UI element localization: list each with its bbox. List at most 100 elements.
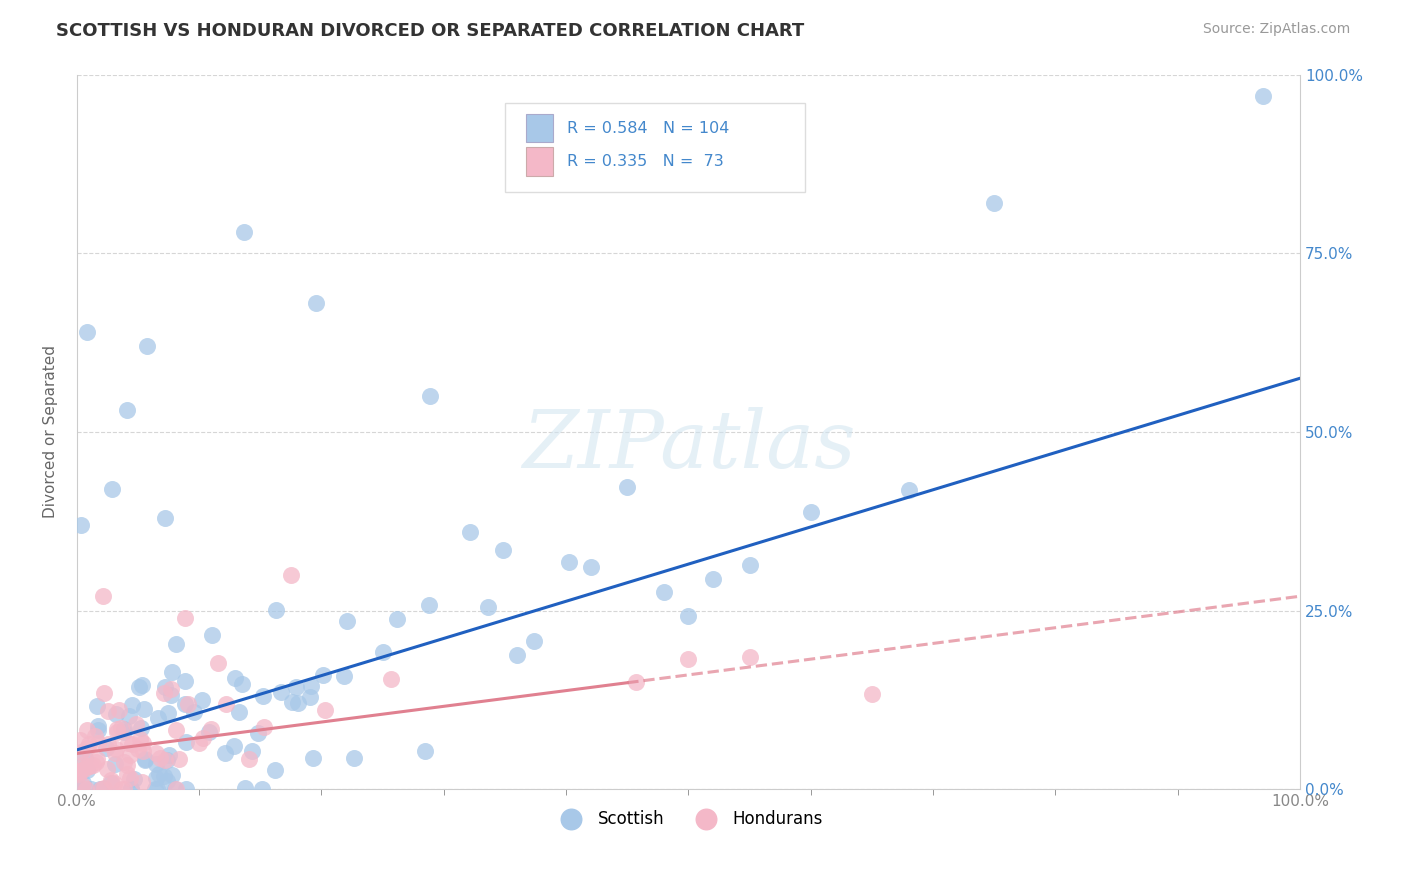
Point bbox=[264, 602, 287, 616]
Point bbox=[1253, 89, 1275, 103]
Point bbox=[238, 752, 260, 766]
Point bbox=[165, 723, 187, 737]
Point bbox=[148, 711, 170, 725]
Point bbox=[280, 567, 302, 582]
Point bbox=[110, 721, 132, 735]
Point bbox=[70, 745, 93, 759]
Point bbox=[523, 634, 546, 648]
Point bbox=[101, 482, 124, 496]
Point bbox=[214, 697, 236, 711]
Point bbox=[73, 762, 96, 776]
Point bbox=[128, 731, 150, 746]
Point bbox=[69, 733, 91, 747]
Point bbox=[616, 480, 638, 494]
Point bbox=[105, 707, 128, 722]
Point bbox=[108, 703, 131, 717]
Point bbox=[160, 665, 183, 679]
Point bbox=[131, 775, 153, 789]
Point bbox=[153, 769, 176, 783]
Point bbox=[93, 781, 115, 796]
Point bbox=[115, 403, 138, 417]
Point bbox=[228, 705, 250, 719]
Point bbox=[284, 680, 307, 694]
Point bbox=[90, 781, 112, 796]
Point bbox=[413, 744, 436, 758]
Point bbox=[89, 781, 111, 796]
Point bbox=[97, 704, 120, 718]
Point bbox=[82, 758, 104, 772]
Point bbox=[214, 746, 236, 760]
Point bbox=[76, 759, 98, 773]
Point bbox=[69, 517, 91, 532]
Point bbox=[104, 756, 127, 771]
Point bbox=[86, 752, 108, 766]
Point bbox=[124, 772, 146, 786]
Point bbox=[153, 510, 176, 524]
Point bbox=[253, 720, 276, 734]
Point bbox=[419, 389, 441, 403]
Point bbox=[105, 725, 128, 739]
Point bbox=[188, 735, 211, 749]
Point bbox=[127, 741, 149, 756]
Point bbox=[380, 672, 402, 686]
Point bbox=[128, 680, 150, 694]
Point bbox=[145, 757, 167, 772]
Point bbox=[72, 776, 94, 790]
Point bbox=[117, 736, 139, 750]
Point bbox=[86, 698, 108, 713]
Point bbox=[232, 225, 254, 239]
Point bbox=[156, 774, 179, 789]
Point bbox=[458, 524, 481, 539]
Point bbox=[165, 637, 187, 651]
Point bbox=[73, 750, 96, 764]
Point bbox=[73, 756, 96, 771]
Point bbox=[652, 585, 675, 599]
Point bbox=[153, 686, 176, 700]
Point bbox=[155, 680, 177, 694]
Point bbox=[738, 649, 761, 664]
Point bbox=[120, 771, 142, 785]
Point bbox=[252, 781, 274, 796]
Point bbox=[191, 731, 214, 746]
Point bbox=[200, 628, 222, 642]
Point bbox=[270, 685, 292, 699]
Point bbox=[115, 766, 138, 780]
Point bbox=[134, 753, 156, 767]
Point bbox=[387, 612, 409, 626]
Point bbox=[174, 697, 197, 711]
Point bbox=[167, 752, 190, 766]
Legend: Scottish, Hondurans: Scottish, Hondurans bbox=[547, 803, 830, 835]
Point bbox=[76, 764, 98, 778]
Point bbox=[112, 756, 135, 770]
Point bbox=[132, 736, 155, 750]
Point bbox=[125, 717, 148, 731]
Text: Source: ZipAtlas.com: Source: ZipAtlas.com bbox=[1202, 22, 1350, 37]
Point bbox=[104, 742, 127, 756]
Point bbox=[240, 744, 263, 758]
Point bbox=[112, 722, 135, 736]
Point bbox=[207, 657, 229, 671]
Point bbox=[76, 723, 98, 738]
Point bbox=[235, 781, 257, 796]
Point bbox=[93, 781, 115, 796]
Point bbox=[118, 709, 141, 723]
Point bbox=[105, 723, 128, 737]
Point bbox=[80, 781, 103, 796]
Point bbox=[190, 692, 212, 706]
Point bbox=[70, 778, 93, 792]
Point bbox=[224, 671, 246, 685]
Point bbox=[75, 781, 97, 796]
Point bbox=[174, 781, 197, 796]
Point bbox=[153, 753, 176, 767]
Point bbox=[129, 721, 152, 735]
Point bbox=[183, 705, 205, 719]
Point bbox=[91, 589, 114, 603]
Point bbox=[624, 675, 647, 690]
Point bbox=[134, 752, 156, 766]
Point bbox=[197, 724, 219, 739]
Point bbox=[252, 689, 274, 703]
Text: R = 0.584   N = 104: R = 0.584 N = 104 bbox=[568, 120, 730, 136]
Point bbox=[160, 768, 183, 782]
Point bbox=[200, 723, 222, 737]
Text: ZIPatlas: ZIPatlas bbox=[522, 408, 855, 485]
